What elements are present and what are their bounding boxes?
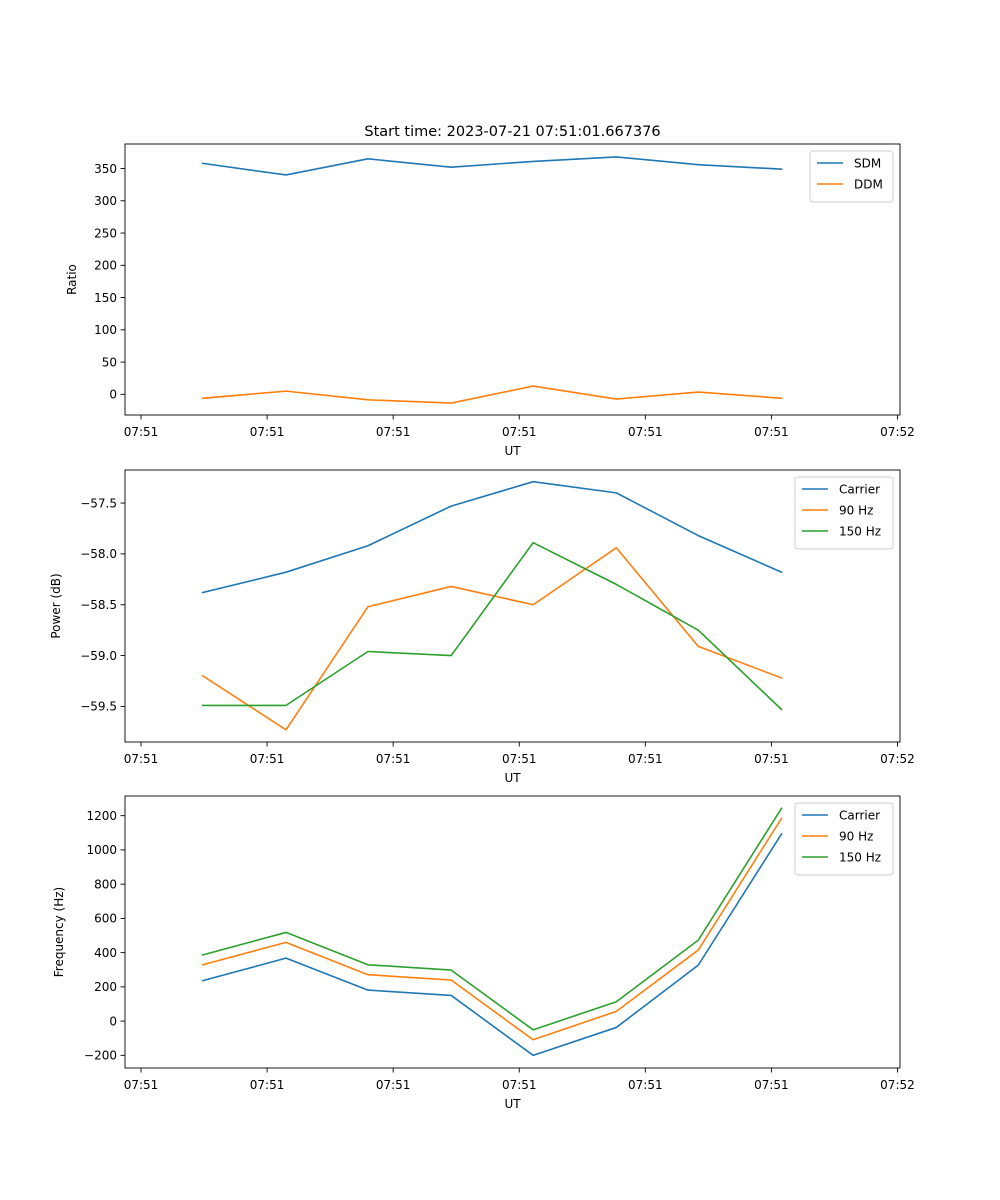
legend: Carrier 90 Hz 150 Hz xyxy=(794,802,894,876)
legend: SDM DDM xyxy=(809,150,894,203)
y-tick-label: −58.5 xyxy=(80,598,117,612)
y-axis-label: Frequency (Hz) xyxy=(52,887,66,978)
x-tick-label: 07:52 xyxy=(880,425,915,439)
y-tick-label: 1000 xyxy=(86,843,117,857)
subplot-3: 07:51 07:51 07:51 07:51 07:51 07:51 07:52 UT −20… xyxy=(52,795,915,1111)
x-tick-label: 07:51 xyxy=(628,1078,663,1092)
x-tick-label: 07:51 xyxy=(754,1078,789,1092)
y-tick-label: 400 xyxy=(94,946,117,960)
y-tick-label: 300 xyxy=(94,194,117,208)
y-axis-label: Ratio xyxy=(65,264,79,295)
x-tick-label: 07:51 xyxy=(124,425,159,439)
x-tick-label: 07:51 xyxy=(376,425,411,439)
y-tick-label: 350 xyxy=(94,162,117,176)
y-tick-label: 50 xyxy=(102,355,117,369)
y-tick-label: 150 xyxy=(94,291,117,305)
x-tick-label: 07:51 xyxy=(502,752,537,766)
y-tick-label: 200 xyxy=(94,259,117,273)
y-axis-label: Power (dB) xyxy=(49,573,63,638)
y-tick-label: −57.5 xyxy=(80,496,117,510)
legend-label: 90 Hz xyxy=(839,504,873,518)
panels: 07:51 07:51 07:51 07:51 07:51 07:51 07:52 UT 0 50… xyxy=(49,143,915,1111)
x-axis-label: UT xyxy=(504,771,521,785)
legend-label: 90 Hz xyxy=(839,830,873,844)
y-tick-label: 250 xyxy=(94,226,117,240)
subplot-2: 07:51 07:51 07:51 07:51 07:51 07:51 07:52 UT −59… xyxy=(49,469,915,785)
x-tick-label: 07:51 xyxy=(124,752,159,766)
x-tick-label: 07:51 xyxy=(628,425,663,439)
legend-label: DDM xyxy=(854,178,883,192)
legend-label: 150 Hz xyxy=(839,851,881,865)
legend: Carrier 90 Hz 150 Hz xyxy=(794,476,894,550)
series-line-ddm xyxy=(201,385,783,404)
y-tick-label: −200 xyxy=(84,1049,117,1063)
x-tick-label: 07:51 xyxy=(250,1078,285,1092)
chart-title: Start time: 2023-07-21 07:51:01.667376 xyxy=(364,124,660,140)
axes-frame xyxy=(124,795,901,1069)
legend-label: Carrier xyxy=(839,483,880,497)
y-tick-label: 200 xyxy=(94,980,117,994)
series-line-90-hz xyxy=(201,546,783,731)
series-line-150-hz xyxy=(201,541,783,711)
y-tick-label: −59.5 xyxy=(80,700,117,714)
legend-label: Carrier xyxy=(839,809,880,823)
x-tick-label: 07:52 xyxy=(880,752,915,766)
y-tick-label: 1200 xyxy=(86,809,117,823)
legend-label: SDM xyxy=(854,157,881,171)
x-tick-label: 07:51 xyxy=(376,1078,411,1092)
series-line-carrier xyxy=(201,480,783,594)
x-axis-label: UT xyxy=(504,1097,521,1111)
y-tick-label: 800 xyxy=(94,877,117,891)
y-tick-label: 100 xyxy=(94,323,117,337)
axes-frame xyxy=(124,143,901,416)
legend-label: 150 Hz xyxy=(839,525,881,539)
x-tick-label: 07:51 xyxy=(250,752,285,766)
x-tick-label: 07:51 xyxy=(628,752,663,766)
x-tick-label: 07:51 xyxy=(502,1078,537,1092)
x-tick-label: 07:51 xyxy=(502,425,537,439)
y-tick-label: 600 xyxy=(94,912,117,926)
series-line-90-hz xyxy=(201,817,783,1041)
subplot-1: 07:51 07:51 07:51 07:51 07:51 07:51 07:52 UT 0 50… xyxy=(65,143,915,458)
axes-frame xyxy=(124,469,901,743)
series-line-sdm xyxy=(201,156,783,176)
series-line-150-hz xyxy=(201,807,783,1031)
y-tick-label: −59.0 xyxy=(80,649,117,663)
x-tick-label: 07:51 xyxy=(250,425,285,439)
x-tick-label: 07:51 xyxy=(124,1078,159,1092)
series-line-carrier xyxy=(201,832,783,1057)
x-tick-label: 07:52 xyxy=(880,1078,915,1092)
x-tick-label: 07:51 xyxy=(754,425,789,439)
x-tick-label: 07:51 xyxy=(376,752,411,766)
y-tick-label: −58.0 xyxy=(80,547,117,561)
y-tick-label: 0 xyxy=(109,1014,117,1028)
x-axis-label: UT xyxy=(504,444,521,458)
y-tick-label: 0 xyxy=(109,388,117,402)
x-tick-label: 07:51 xyxy=(754,752,789,766)
